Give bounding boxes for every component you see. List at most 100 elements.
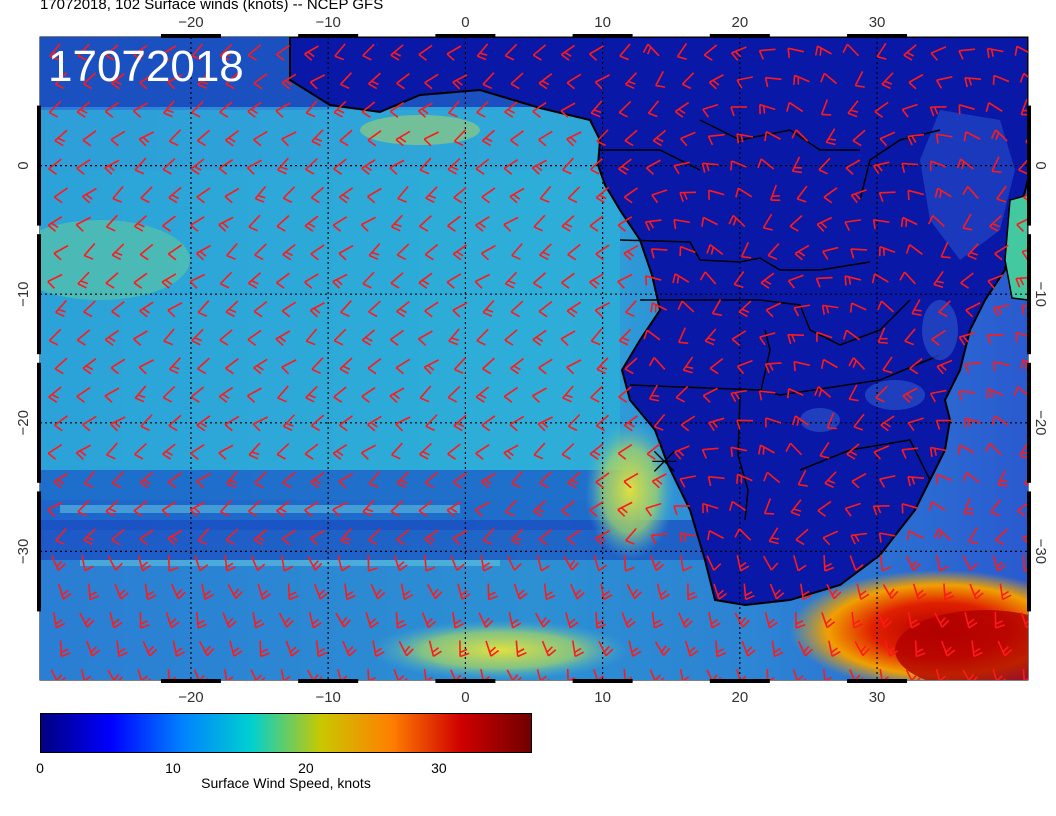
wind-barb bbox=[642, 43, 660, 57]
wind-barb bbox=[280, 554, 294, 572]
wind-barb bbox=[248, 500, 261, 517]
wind-barb bbox=[816, 331, 833, 342]
wind-barb bbox=[793, 74, 810, 85]
wind-barb bbox=[218, 386, 234, 403]
wind-barb bbox=[905, 669, 921, 680]
frame-tick-top bbox=[847, 34, 908, 38]
wind-barb bbox=[962, 213, 973, 231]
wind-barb bbox=[938, 300, 951, 318]
wind-barb bbox=[247, 272, 262, 289]
wind-barb bbox=[935, 133, 953, 144]
wind-barb bbox=[562, 157, 574, 175]
wind-barb bbox=[536, 555, 550, 572]
wind-barb bbox=[958, 390, 976, 401]
wind-barb bbox=[990, 499, 1001, 517]
wind-barb bbox=[561, 272, 575, 289]
wind-barb bbox=[793, 304, 811, 317]
wind-barb bbox=[161, 273, 177, 289]
wind-barb bbox=[595, 186, 610, 204]
wind-barb bbox=[707, 530, 724, 541]
latitude-ticks-right: 0 −10 −20 −30 bbox=[1032, 161, 1049, 564]
wind-barb bbox=[367, 668, 376, 680]
wind-barb bbox=[395, 130, 411, 147]
wind-barb bbox=[338, 187, 354, 204]
wind-barb bbox=[702, 502, 719, 514]
wind-barb bbox=[452, 529, 468, 546]
wind-barb bbox=[594, 529, 610, 546]
frame-tick-bottom bbox=[572, 679, 633, 683]
wind-barb bbox=[901, 503, 918, 514]
wind-barb bbox=[340, 300, 352, 317]
wind-barb bbox=[248, 442, 261, 460]
wind-barb bbox=[396, 471, 410, 489]
wind-barb bbox=[246, 159, 262, 175]
wind-barb bbox=[424, 301, 439, 318]
wind-barb bbox=[903, 44, 917, 61]
wind-barb bbox=[389, 101, 405, 118]
wind-barb bbox=[360, 216, 376, 232]
wind-barb bbox=[332, 216, 348, 232]
wind-barb bbox=[110, 416, 126, 432]
wind-barb bbox=[161, 45, 177, 61]
wind-barb bbox=[758, 48, 776, 60]
wind-barb bbox=[991, 415, 1009, 426]
wind-barb bbox=[701, 162, 719, 173]
wind-barb bbox=[767, 243, 780, 260]
wind-barb bbox=[933, 270, 944, 289]
wind-barb bbox=[421, 612, 437, 629]
wind-barb bbox=[929, 389, 947, 403]
wind-barb bbox=[962, 471, 980, 484]
wind-barb bbox=[47, 216, 63, 232]
wind-barb bbox=[536, 669, 550, 680]
wind-barb bbox=[964, 417, 981, 428]
wind-barb bbox=[706, 243, 724, 256]
wind-barb bbox=[902, 387, 918, 403]
wind-barb bbox=[826, 412, 838, 430]
wind-barb bbox=[424, 471, 439, 489]
wind-barb bbox=[134, 215, 147, 232]
wind-barb bbox=[656, 583, 670, 600]
wind-barb bbox=[740, 241, 752, 259]
wind-barb bbox=[647, 100, 660, 118]
wind-barb bbox=[822, 246, 839, 260]
wind-barb bbox=[48, 328, 62, 346]
wind-barb bbox=[259, 640, 270, 658]
wind-barb bbox=[162, 385, 176, 403]
wind-barb bbox=[333, 100, 347, 118]
wind-barb bbox=[504, 271, 518, 289]
wind-barb bbox=[1023, 471, 1028, 489]
wind-barb bbox=[851, 472, 867, 489]
wind-barb bbox=[305, 157, 318, 175]
wind-barb bbox=[846, 443, 860, 460]
wind-barb bbox=[372, 640, 385, 658]
wind-barb bbox=[646, 443, 661, 460]
wind-barb bbox=[476, 328, 489, 346]
wind-barb bbox=[137, 555, 151, 572]
wind-barb bbox=[935, 669, 949, 680]
wind-barb bbox=[389, 159, 405, 175]
wind-barb bbox=[650, 302, 668, 313]
wind-barb bbox=[275, 102, 291, 118]
wind-barb bbox=[111, 528, 125, 546]
wind-barb bbox=[219, 329, 233, 346]
wind-barb bbox=[702, 387, 718, 403]
wind-barb bbox=[881, 72, 894, 90]
wind-barb bbox=[52, 611, 66, 629]
wind-barb bbox=[277, 157, 289, 175]
wind-barb bbox=[219, 271, 233, 289]
wind-barb bbox=[510, 528, 524, 546]
wind-barb bbox=[878, 475, 896, 488]
wind-barb bbox=[962, 185, 979, 200]
wind-barb bbox=[709, 357, 724, 375]
wind-barb bbox=[168, 186, 182, 204]
wind-barb bbox=[595, 244, 610, 261]
wind-barb bbox=[424, 554, 436, 572]
wind-barb bbox=[787, 333, 805, 345]
wind-barb bbox=[310, 186, 325, 204]
wind-barb bbox=[247, 101, 262, 118]
wind-barb bbox=[509, 187, 525, 204]
wind-barb bbox=[796, 185, 808, 203]
wind-barb bbox=[59, 640, 71, 658]
wind-barb bbox=[879, 131, 896, 147]
